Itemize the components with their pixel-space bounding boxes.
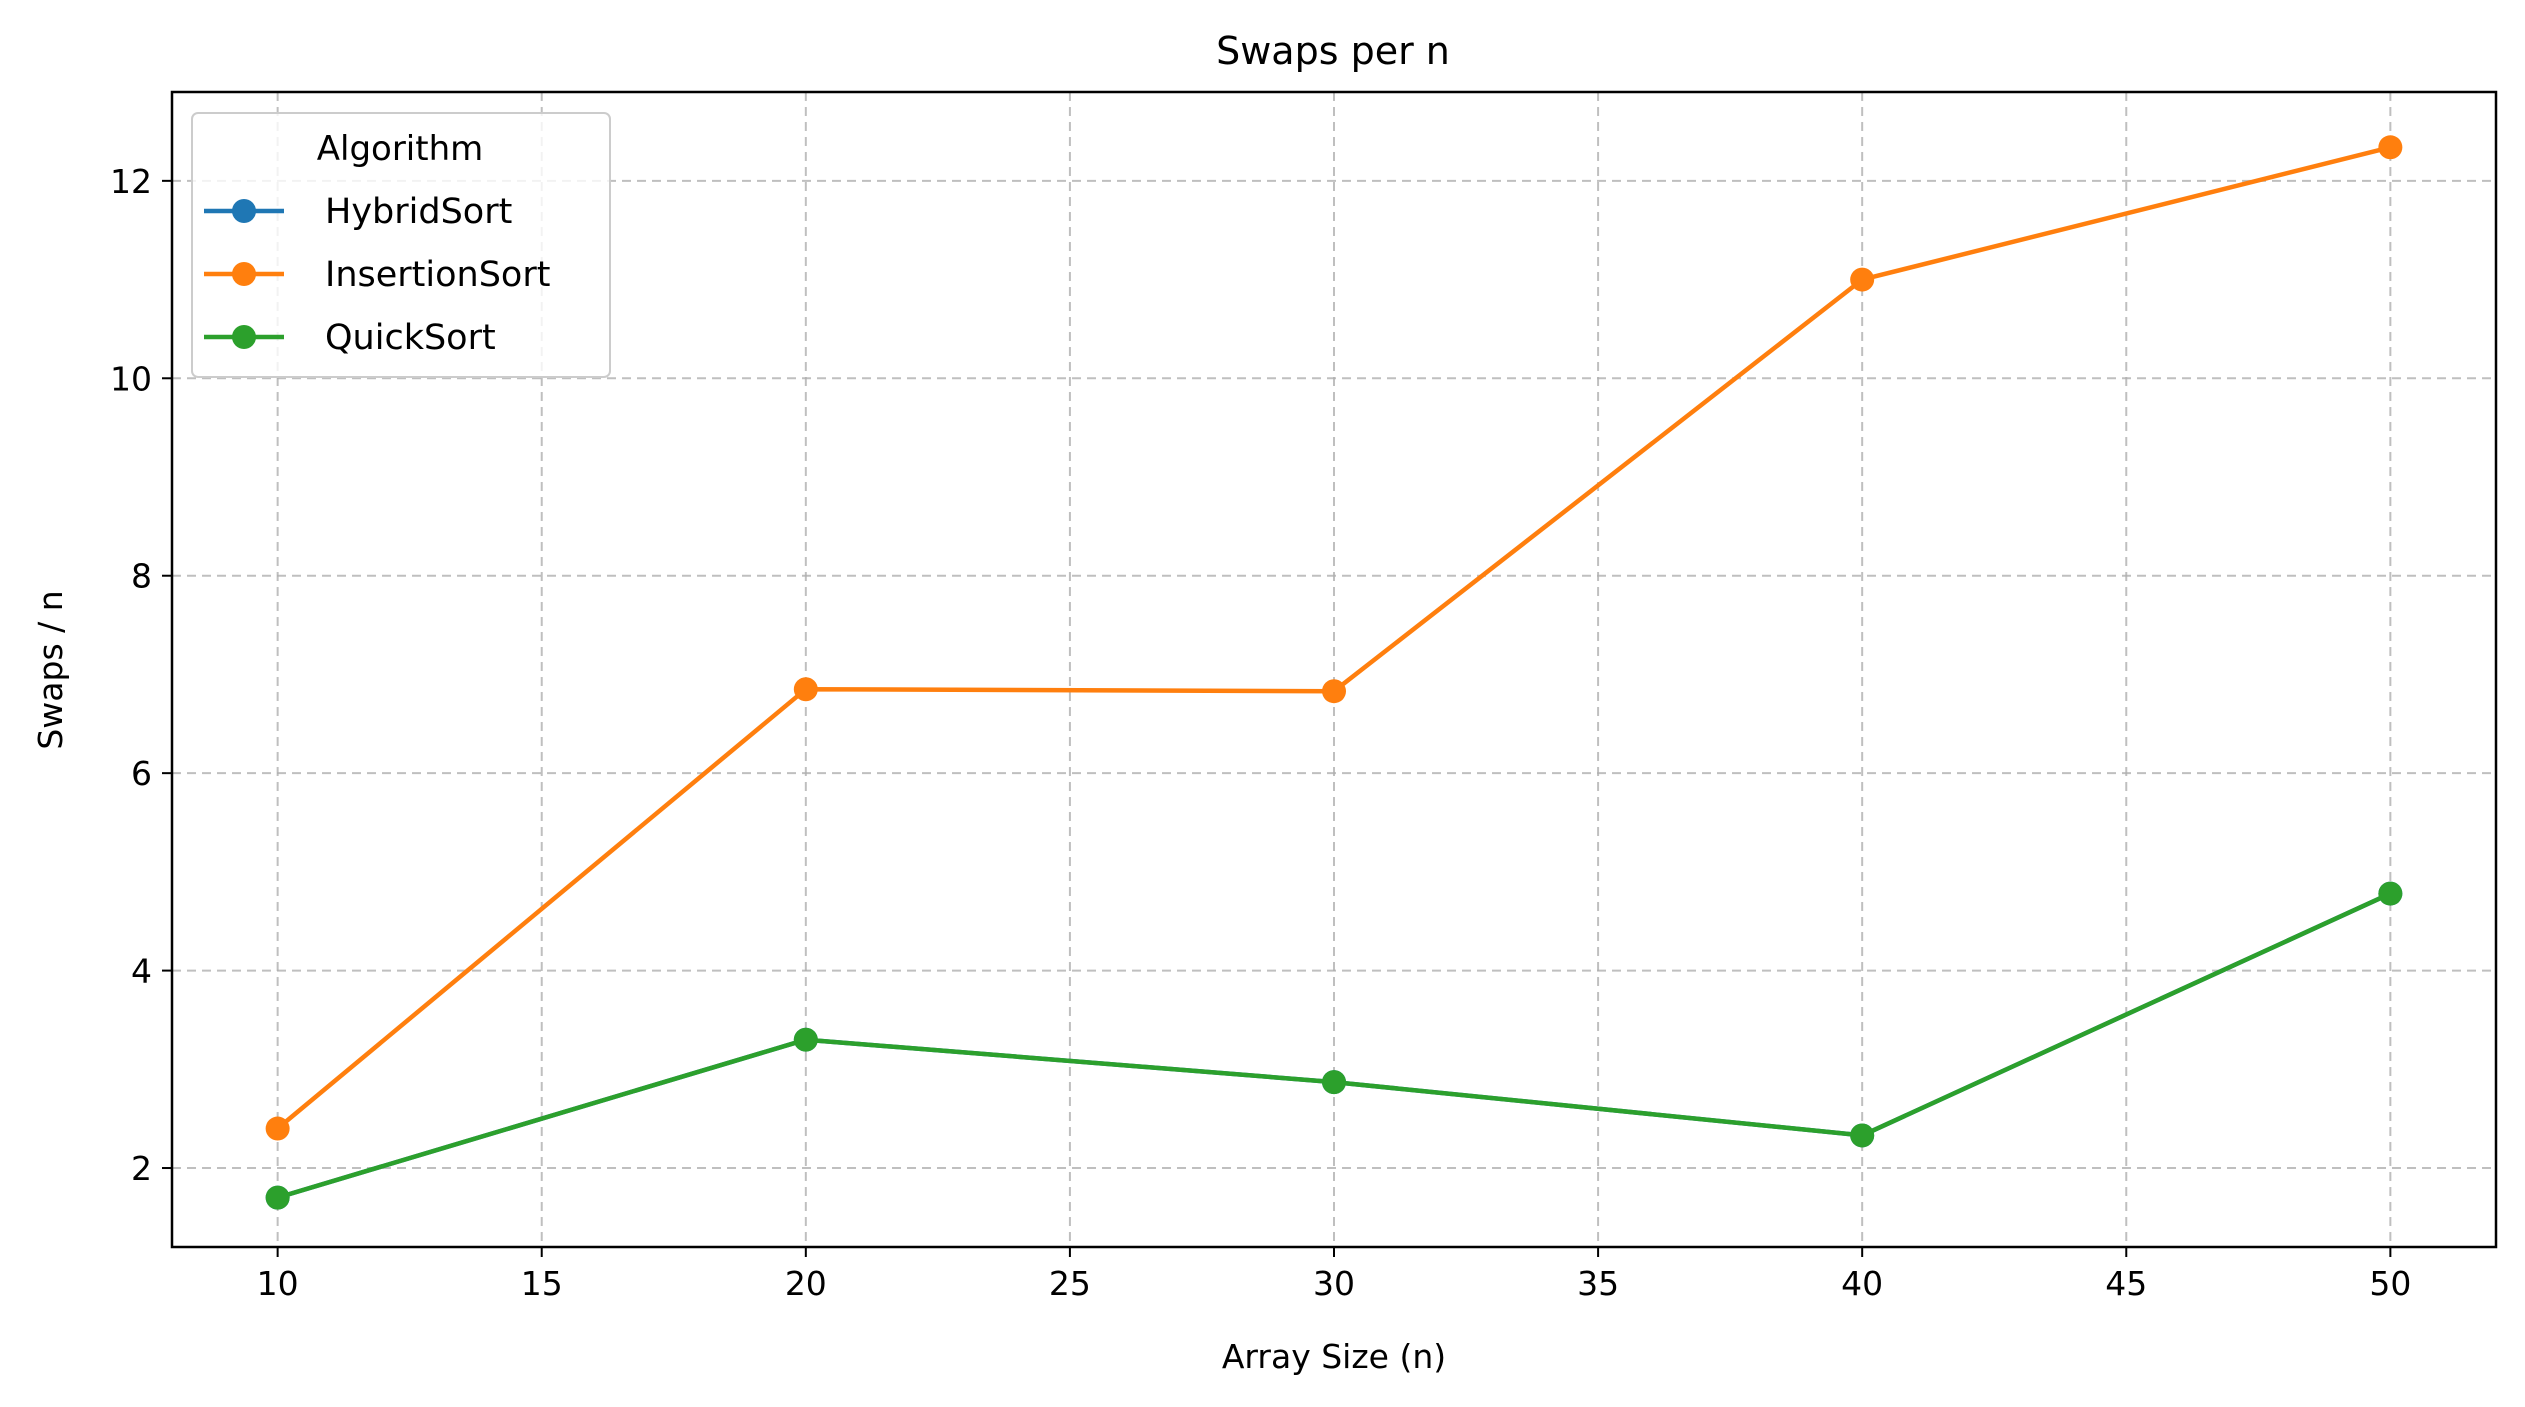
y-tick-label: 12 (110, 162, 152, 201)
x-tick-label: 30 (1313, 1264, 1355, 1303)
series-insertionsort (265, 135, 2403, 1141)
y-tick-label: 10 (110, 359, 152, 398)
legend-title: Algorithm (317, 129, 484, 169)
series-quicksort (265, 881, 2403, 1210)
x-tick-label: 45 (2105, 1264, 2147, 1303)
data-point (1322, 679, 1346, 704)
x-tick-label: 40 (1841, 1264, 1883, 1303)
data-point (265, 1185, 290, 1210)
x-axis-label: Array Size (n) (1222, 1337, 1446, 1376)
legend-marker (232, 199, 256, 223)
x-tick-label: 35 (1577, 1264, 1619, 1303)
legend-label: InsertionSort (325, 255, 550, 295)
data-point (1850, 267, 1875, 292)
chart-title: Swaps per n (1216, 29, 1450, 73)
x-tick-label: 20 (785, 1264, 827, 1303)
y-tick-label: 4 (131, 952, 152, 991)
legend-label: QuickSort (325, 318, 496, 358)
y-tick-label: 2 (131, 1149, 152, 1188)
legend-marker (232, 325, 256, 349)
legend-marker (232, 262, 256, 286)
data-point (793, 677, 818, 702)
data-point (265, 1116, 290, 1141)
legend-entry: HybridSort (204, 192, 512, 232)
plot-frame (170, 90, 2498, 1249)
x-tick-label: 10 (257, 1264, 299, 1303)
legend: Algorithm HybridSort InsertionSort QuickSo… (191, 112, 611, 378)
x-tick-label: 25 (1049, 1264, 1091, 1303)
x-tick-label: 50 (2369, 1264, 2411, 1303)
y-axis-ticks: 2 4 6 8 10 12 (110, 162, 172, 1188)
data-point (1850, 1123, 1875, 1148)
legend-label: HybridSort (325, 192, 512, 232)
legend-entry: QuickSort (204, 318, 496, 358)
data-point (1322, 1070, 1346, 1095)
data-point (2378, 135, 2403, 160)
data-point (2378, 881, 2403, 906)
series-layer (265, 135, 2403, 1210)
legend-frame (191, 112, 611, 378)
grid (172, 92, 2496, 1247)
data-point (793, 1027, 818, 1052)
x-tick-label: 15 (521, 1264, 563, 1303)
y-tick-label: 8 (131, 557, 152, 596)
legend-entries: HybridSort InsertionSort QuickSort (204, 192, 550, 358)
y-axis-label: Swaps / n (31, 590, 70, 749)
legend-entry: InsertionSort (204, 255, 550, 295)
y-tick-label: 6 (131, 754, 152, 793)
x-axis-ticks: 10 15 20 25 30 35 40 45 50 (257, 1247, 2411, 1303)
